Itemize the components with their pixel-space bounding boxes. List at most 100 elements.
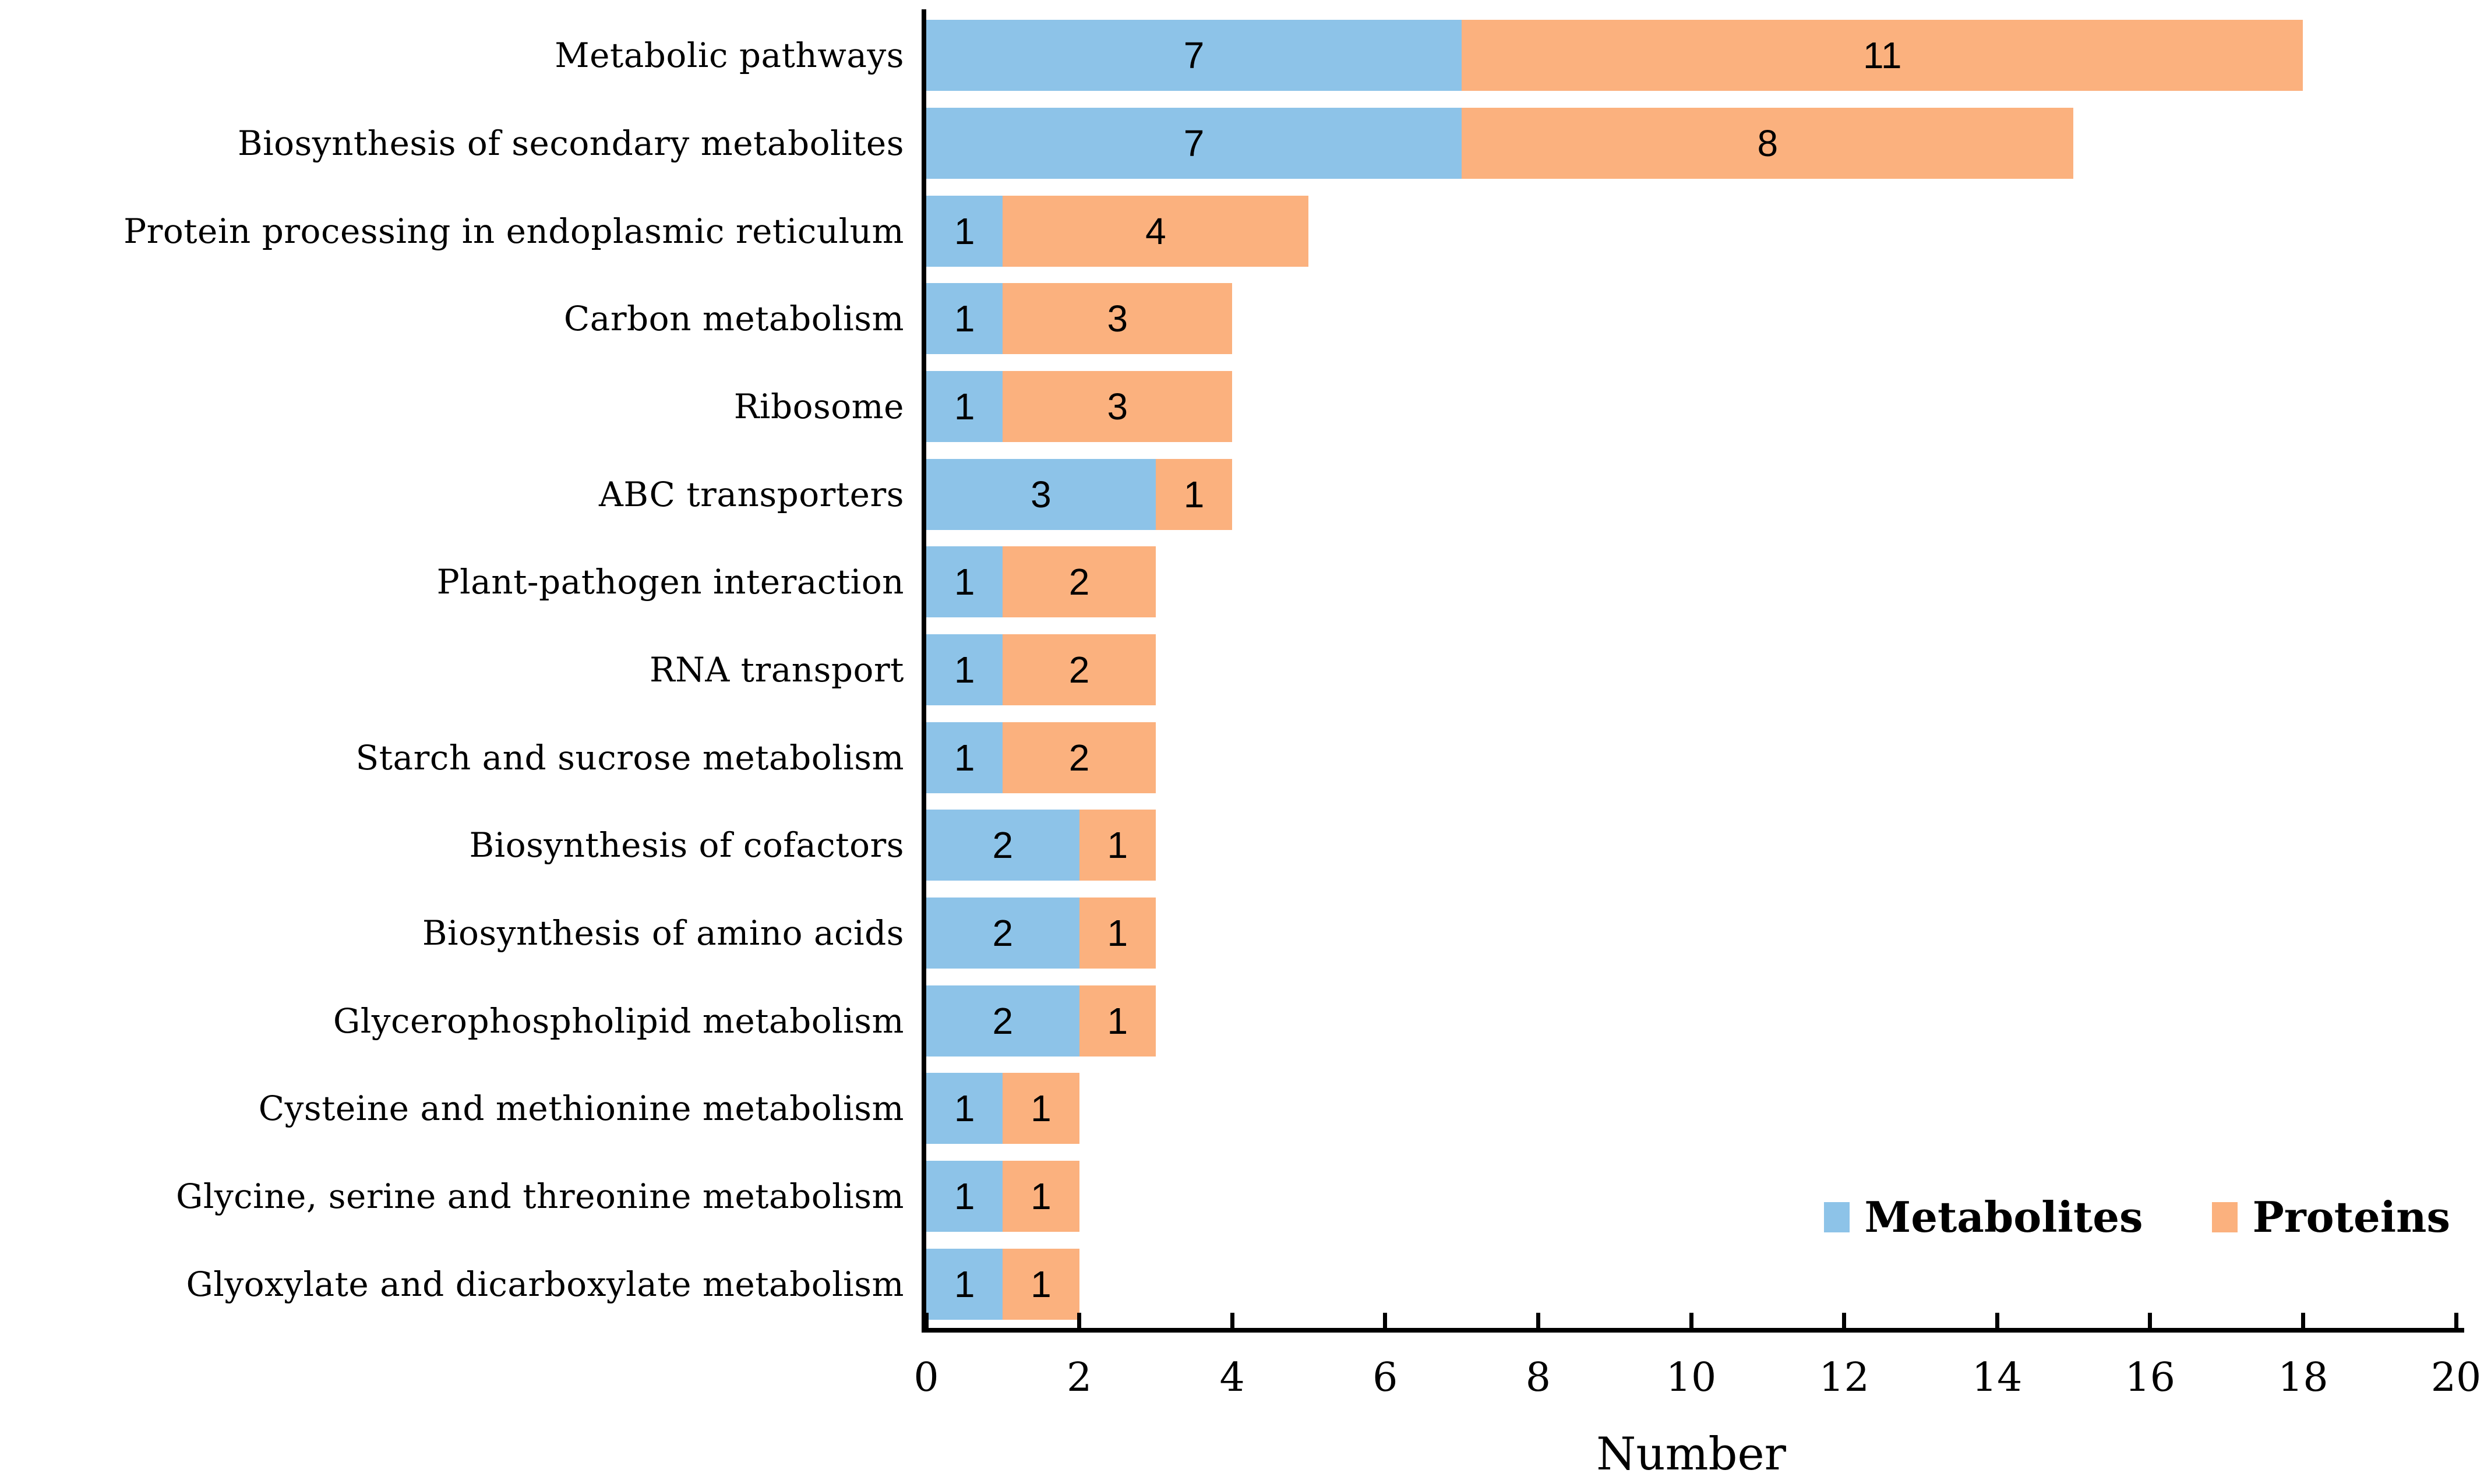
legend-label: Proteins: [2252, 1192, 2450, 1242]
category-label: Biosynthesis of amino acids: [422, 913, 904, 953]
bar-value-label: 1: [1107, 824, 1128, 867]
x-tick-label: 14: [1971, 1355, 2023, 1401]
bar-segment-proteins: 3: [1003, 283, 1233, 355]
bar-value-label: 2: [1068, 561, 1090, 603]
bar-segment-metabolites: 1: [926, 634, 1003, 705]
bar-value-label: 1: [1107, 999, 1128, 1042]
bar-value-label: 1: [954, 1175, 975, 1217]
bar-segment-proteins: 2: [1003, 546, 1156, 618]
bar-value-label: 1: [954, 210, 975, 252]
x-tick-label: 0: [913, 1355, 939, 1401]
bar-segment-proteins: 1: [1079, 898, 1156, 969]
x-tick: [2454, 1313, 2458, 1333]
legend-item-metabolites: Metabolites: [1823, 1192, 2143, 1242]
bar-segment-proteins: 8: [1462, 108, 2074, 179]
bar-value-label: 11: [1863, 34, 1902, 77]
bar-segment-proteins: 3: [1003, 371, 1233, 442]
x-tick: [2148, 1313, 2153, 1333]
bar-segment-proteins: 1: [1003, 1073, 1079, 1144]
bar-value-label: 4: [1145, 210, 1166, 252]
bar-value-label: 1: [954, 561, 975, 603]
x-tick: [1077, 1313, 1082, 1333]
category-label: Ribosome: [733, 386, 904, 426]
x-tick-label: 18: [2278, 1355, 2328, 1401]
bar-value-label: 2: [992, 912, 1014, 954]
x-tick: [1383, 1313, 1388, 1333]
bar-segment-proteins: 1: [1003, 1161, 1079, 1232]
category-label: ABC transporters: [598, 474, 904, 514]
bar-segment-proteins: 1: [1155, 458, 1233, 530]
bar-segment-proteins: 2: [1003, 634, 1156, 705]
bar-value-label: 1: [954, 298, 975, 340]
bar-value-label: 3: [1031, 473, 1052, 515]
bar-segment-metabolites: 1: [926, 283, 1003, 355]
x-tick-label: 6: [1372, 1355, 1398, 1401]
bar-segment-metabolites: 3: [926, 458, 1156, 530]
bar-value-label: 1: [954, 1263, 975, 1305]
bar-segment-metabolites: 7: [926, 20, 1462, 91]
x-tick: [1995, 1313, 1999, 1333]
bar-segment-proteins: 1: [1079, 810, 1156, 881]
x-tick: [1536, 1313, 1540, 1333]
category-label: Plant-pathogen interaction: [436, 562, 904, 602]
bar-segment-metabolites: 1: [926, 1073, 1003, 1144]
category-label: Glyoxylate and dicarboxylate metabolism: [186, 1264, 904, 1304]
bar-segment-proteins: 11: [1462, 20, 2303, 91]
bar-segment-metabolites: 1: [926, 722, 1003, 793]
bar-value-label: 1: [954, 649, 975, 691]
bar-segment-proteins: 4: [1003, 195, 1309, 267]
bar-value-label: 1: [1031, 1175, 1052, 1217]
bar-segment-metabolites: 1: [926, 195, 1003, 267]
bar-value-label: 1: [1031, 1087, 1052, 1130]
bar-segment-proteins: 1: [1003, 1248, 1079, 1320]
x-tick-label: 16: [2125, 1355, 2176, 1401]
bar-value-label: 7: [1183, 34, 1205, 77]
bar-segment-metabolites: 2: [926, 985, 1079, 1057]
bar-value-label: 1: [954, 1087, 975, 1130]
x-tick-label: 20: [2430, 1355, 2482, 1401]
bar-segment-proteins: 1: [1079, 985, 1156, 1057]
legend-swatch-metabolites: [1823, 1202, 1850, 1232]
bar-value-label: 7: [1183, 122, 1205, 164]
legend-label: Metabolites: [1864, 1192, 2143, 1242]
legend-item-proteins: Proteins: [2211, 1192, 2450, 1242]
category-label: Cysteine and methionine metabolism: [258, 1089, 904, 1129]
x-tick: [924, 1313, 929, 1333]
bar-value-label: 8: [1757, 122, 1779, 164]
bar-value-label: 3: [1107, 298, 1128, 340]
category-label: Protein processing in endoplasmic reticu…: [124, 211, 904, 251]
bar-value-label: 1: [954, 736, 975, 779]
bar-segment-metabolites: 1: [926, 546, 1003, 618]
bar-value-label: 2: [1068, 649, 1090, 691]
bar-segment-metabolites: 2: [926, 810, 1079, 881]
bar-value-label: 1: [954, 386, 975, 427]
category-label: Glycerophospholipid metabolism: [333, 1001, 904, 1041]
bar-segment-proteins: 2: [1003, 722, 1156, 793]
x-tick-label: 2: [1066, 1355, 1092, 1401]
y-axis-line: [922, 9, 926, 1333]
bar-value-label: 3: [1107, 386, 1128, 427]
bar-segment-metabolites: 1: [926, 1161, 1003, 1232]
category-label: Metabolic pathways: [555, 36, 904, 76]
category-label: Biosynthesis of cofactors: [469, 825, 904, 865]
x-tick-label: 12: [1819, 1355, 1869, 1401]
x-tick-label: 10: [1666, 1355, 1717, 1401]
x-tick-label: 4: [1219, 1355, 1245, 1401]
x-tick: [1842, 1313, 1847, 1333]
bar-value-label: 2: [992, 999, 1014, 1042]
bar-value-label: 2: [1068, 736, 1090, 779]
bar-segment-metabolites: 2: [926, 898, 1079, 969]
category-label: Starch and sucrose metabolism: [355, 737, 904, 778]
category-label: Glycine, serine and threonine metabolism: [176, 1176, 904, 1216]
bar-segment-metabolites: 1: [926, 371, 1003, 442]
x-tick: [1689, 1313, 1693, 1333]
x-tick: [1230, 1313, 1234, 1333]
legend-swatch-proteins: [2211, 1202, 2238, 1232]
bar-segment-metabolites: 1: [926, 1248, 1003, 1320]
bar-value-label: 2: [992, 824, 1014, 867]
bar-segment-metabolites: 7: [926, 108, 1462, 179]
category-label: Biosynthesis of secondary metabolites: [237, 123, 904, 163]
x-tick-label: 8: [1525, 1355, 1551, 1401]
bar-value-label: 1: [1031, 1263, 1052, 1305]
